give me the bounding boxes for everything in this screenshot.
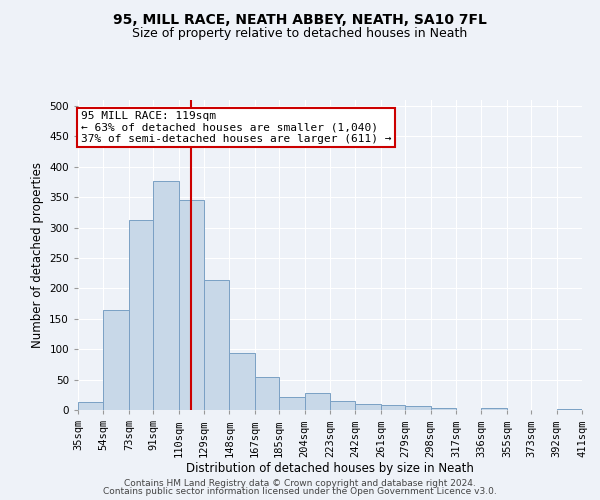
- Bar: [481, 408, 507, 410]
- Bar: [78, 402, 103, 410]
- Bar: [153, 181, 179, 410]
- Text: 95 MILL RACE: 119sqm
← 63% of detached houses are smaller (1,040)
37% of semi-de: 95 MILL RACE: 119sqm ← 63% of detached h…: [80, 111, 391, 144]
- Bar: [330, 402, 355, 410]
- Text: Size of property relative to detached houses in Neath: Size of property relative to detached ho…: [133, 28, 467, 40]
- Bar: [381, 404, 405, 410]
- Bar: [279, 396, 305, 410]
- Bar: [405, 406, 431, 410]
- Bar: [129, 220, 153, 410]
- Text: 95, MILL RACE, NEATH ABBEY, NEATH, SA10 7FL: 95, MILL RACE, NEATH ABBEY, NEATH, SA10 …: [113, 12, 487, 26]
- Text: Contains public sector information licensed under the Open Government Licence v3: Contains public sector information licen…: [103, 487, 497, 496]
- Bar: [255, 377, 279, 410]
- Bar: [204, 280, 229, 410]
- Y-axis label: Number of detached properties: Number of detached properties: [31, 162, 44, 348]
- Bar: [431, 408, 456, 410]
- Bar: [103, 310, 129, 410]
- Bar: [305, 393, 330, 410]
- Bar: [229, 354, 255, 410]
- Bar: [355, 404, 381, 410]
- X-axis label: Distribution of detached houses by size in Neath: Distribution of detached houses by size …: [186, 462, 474, 475]
- Bar: [179, 200, 204, 410]
- Text: Contains HM Land Registry data © Crown copyright and database right 2024.: Contains HM Land Registry data © Crown c…: [124, 478, 476, 488]
